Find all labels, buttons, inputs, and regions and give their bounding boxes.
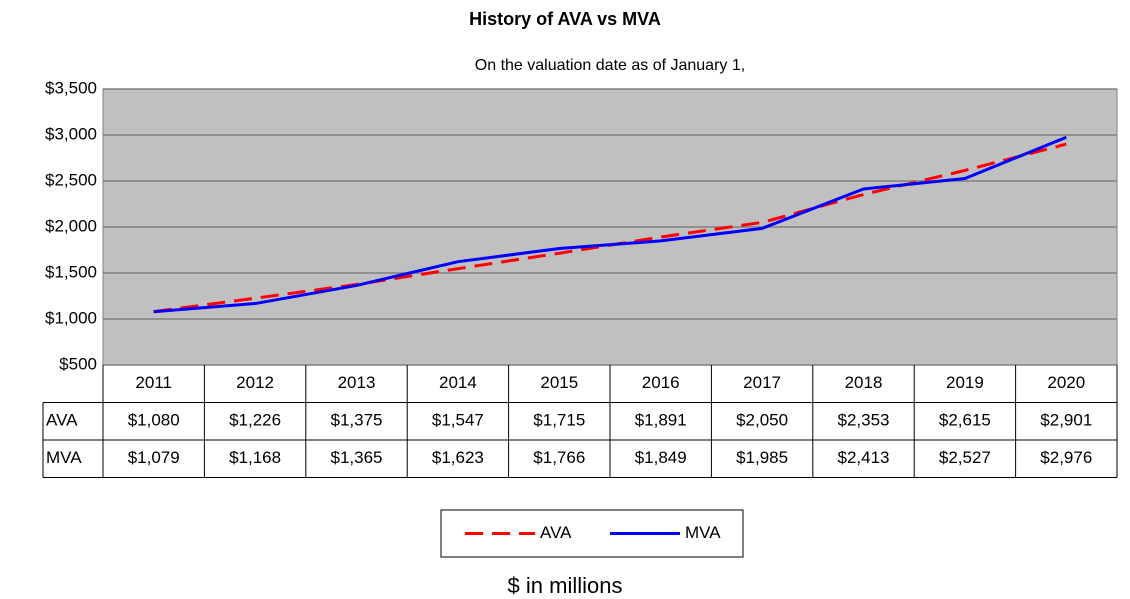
x-tick-label: 2013 bbox=[338, 373, 376, 392]
chart-subtitle: On the valuation date as of January 1, bbox=[475, 57, 745, 74]
data-table-value: $2,527 bbox=[939, 448, 991, 467]
legend-label: MVA bbox=[685, 523, 721, 542]
data-table-value: $1,168 bbox=[229, 448, 281, 467]
chart-title: History of AVA vs MVA bbox=[469, 9, 661, 29]
x-tick-label: 2016 bbox=[642, 373, 680, 392]
data-table-value: $2,353 bbox=[838, 411, 890, 430]
x-axis-label: $ in millions bbox=[508, 573, 623, 598]
data-table-value: $2,050 bbox=[736, 411, 788, 430]
legend-label: AVA bbox=[540, 523, 572, 542]
y-tick-label: $2,000 bbox=[45, 216, 97, 235]
y-tick-label: $1,500 bbox=[45, 262, 97, 281]
x-tick-label: 2019 bbox=[946, 373, 984, 392]
series-line bbox=[153, 135, 1067, 314]
data-table-value: $1,080 bbox=[128, 411, 180, 430]
x-tick-label: 2020 bbox=[1047, 373, 1085, 392]
table-row-label: AVA bbox=[46, 411, 78, 430]
y-tick-label: $2,500 bbox=[45, 170, 97, 189]
table-row-label: MVA bbox=[46, 448, 82, 467]
data-table-value: $2,615 bbox=[939, 411, 991, 430]
y-tick-label: $3,500 bbox=[45, 78, 97, 97]
x-tick-label: 2015 bbox=[540, 373, 578, 392]
x-tick-label: 2014 bbox=[439, 373, 477, 392]
x-tick-label: 2018 bbox=[845, 373, 883, 392]
data-table-value: $1,985 bbox=[736, 448, 788, 467]
data-table-value: $1,079 bbox=[128, 448, 180, 467]
data-table-value: $2,976 bbox=[1040, 448, 1092, 467]
data-table-value: $1,766 bbox=[533, 448, 585, 467]
legend-box bbox=[440, 509, 744, 558]
x-tick-label: 2011 bbox=[135, 373, 172, 392]
y-tick-label: $500 bbox=[59, 354, 97, 373]
data-table-value: $1,365 bbox=[331, 448, 383, 467]
data-table-value: $1,715 bbox=[533, 411, 585, 430]
y-tick-label: $3,000 bbox=[45, 124, 97, 143]
data-table-value: $1,375 bbox=[331, 411, 383, 430]
y-tick-label: $1,000 bbox=[45, 308, 97, 327]
data-table-value: $1,226 bbox=[229, 411, 281, 430]
x-tick-label: 2017 bbox=[743, 373, 781, 392]
data-table-value: $1,623 bbox=[432, 448, 484, 467]
data-table-value: $1,891 bbox=[635, 411, 687, 430]
data-table-value: $1,849 bbox=[635, 448, 687, 467]
data-table-value: $2,901 bbox=[1040, 411, 1092, 430]
x-tick-label: 2012 bbox=[236, 373, 274, 392]
data-table-value: $1,547 bbox=[432, 411, 484, 430]
data-table-value: $2,413 bbox=[838, 448, 890, 467]
